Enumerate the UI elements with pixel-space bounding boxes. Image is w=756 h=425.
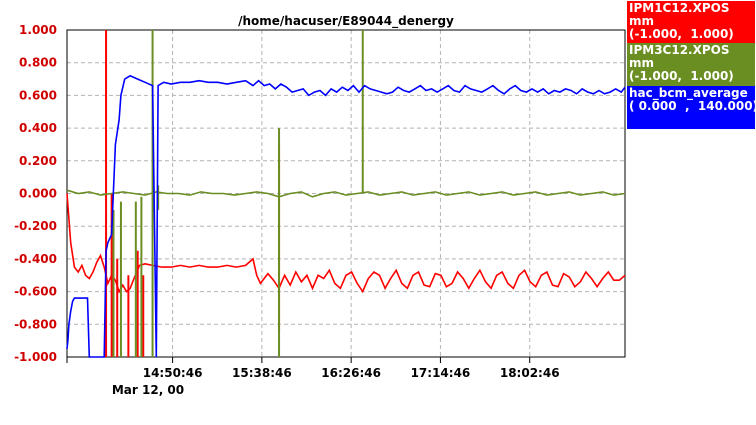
legend-series-range: ( 0.000 , 140.000) (629, 99, 756, 113)
x-tick-label: 15:38:46 (232, 366, 292, 380)
legend-series-range: (-1.000, 1.000) (629, 27, 734, 41)
x-tick-label: 17:14:46 (411, 366, 471, 380)
y-tick-label: -0.600 (14, 285, 57, 299)
series-line (66, 74, 626, 358)
x-tick-label: 14:50:46 (143, 366, 203, 380)
y-tick-label: -1.000 (14, 350, 57, 364)
y-tick-label: 0.800 (19, 56, 57, 70)
x-tick-label: 18:02:46 (500, 366, 560, 380)
y-tick-label: 0.600 (19, 88, 57, 102)
y-tick-label: 1.000 (19, 23, 57, 37)
y-tick-label: -0.400 (14, 252, 57, 266)
legend-series-name: hac_bcm_average (629, 86, 748, 100)
y-axis: 1.000 0.800 0.600 0.400 0.200 0.000 -0.200 -0.4… (14, 23, 57, 364)
y-tick-label: -0.800 (14, 317, 57, 331)
y-tick-label: 0.200 (19, 154, 57, 168)
legend-entry-ipm3c12[interactable]: IPM3C12.XPOS mm (-1.000, 1.000) (627, 43, 755, 86)
legend-series-name: IPM3C12.XPOS (629, 43, 730, 57)
y-tick-label: 0.400 (19, 121, 57, 135)
legend-series-unit: mm (629, 56, 655, 70)
y-tick-label: 0.000 (19, 187, 57, 201)
x-tick-label: 16:26:46 (321, 366, 381, 380)
series-group (66, 30, 626, 358)
date-label: Mar 12, 00 (112, 383, 184, 397)
legend-series-name: IPM1C12.XPOS (629, 1, 730, 15)
legend-series-range: (-1.000, 1.000) (629, 69, 734, 83)
legend-series-unit: mm (629, 14, 655, 28)
legend-entry-hac-bcm-average[interactable]: hac_bcm_average ( 0.000 , 140.000) (627, 86, 756, 129)
series-line (66, 193, 626, 294)
series-line (66, 189, 626, 198)
chart-title: /home/hacuser/E89044_denergy (238, 14, 454, 29)
y-tick-label: -0.200 (14, 219, 57, 233)
x-axis: 14:50:46 15:38:46 16:26:46 17:14:46 18:02:46 (66, 357, 560, 380)
